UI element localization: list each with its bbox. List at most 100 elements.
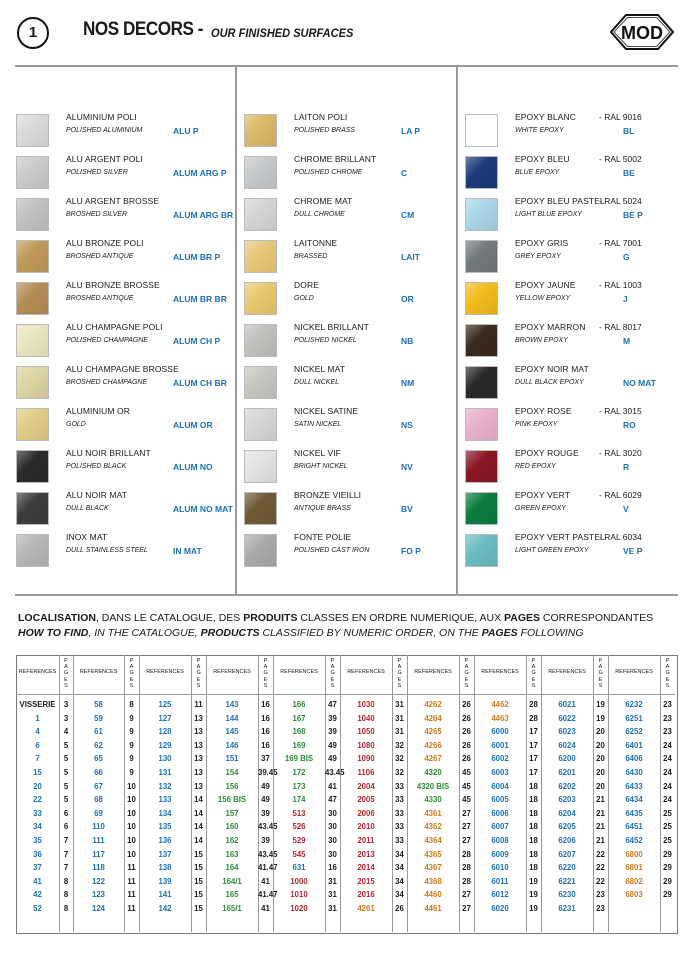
finish-ral: - RAL 6034: [599, 532, 642, 542]
page-cell: 20: [596, 768, 605, 777]
pages-column: P A G E S 26 26 26 26 26 45 45 45 27 27 27 28 28 28 27 2…: [459, 655, 474, 932]
page-cell: 33: [395, 822, 404, 832]
page-cell: 39: [328, 713, 337, 723]
reference-cell: 4365: [424, 849, 442, 859]
reference-cell: 4368: [424, 876, 442, 886]
page-cell: 7: [63, 863, 69, 873]
finish-item: LAITON POLI POLISHED BRASS LA P: [244, 108, 454, 150]
column-line: [459, 655, 460, 932]
page-cell: 22: [596, 876, 605, 886]
page-cell: 41.47: [258, 863, 278, 873]
page-cell: 16: [261, 713, 270, 723]
page-cell: 11: [127, 863, 136, 873]
reference-cell: 174: [292, 795, 306, 805]
reference-cell: 125: [158, 700, 172, 709]
reference-cell: 2016: [357, 890, 375, 900]
finish-item: ALUMINIUM POLI POLISHED ALUMINIUM ALU P: [16, 108, 231, 150]
finish-ral: - RAL 7001: [599, 238, 642, 248]
page-cell: 18: [529, 863, 538, 873]
reference-cell: 6001: [491, 740, 509, 750]
reference-cell: 6: [35, 740, 40, 750]
pages-header: P A G E S: [459, 655, 474, 695]
finish-item: ALU NOIR MAT DULL BLACK ALUM NO MAT: [16, 486, 233, 528]
page-cell: 39: [328, 727, 337, 737]
finish-swatch: [465, 450, 498, 483]
finish-item: LAITONNE BRASSED LAIT: [244, 234, 454, 276]
page-cell: 31: [328, 890, 337, 900]
reference-cell: 164: [225, 863, 239, 873]
reference-cell: 4265: [424, 727, 442, 737]
column-line: [340, 655, 341, 932]
finish-name-en: YELLOW EPOXY: [515, 295, 571, 302]
reference-cell: 6012: [491, 890, 509, 900]
page-cell: 13: [194, 713, 203, 723]
column-line: [258, 655, 259, 932]
reference-cell: 6452: [625, 836, 643, 845]
pages-header: P A G E S: [325, 655, 340, 695]
finish-code: ALUM ARG P: [173, 168, 227, 178]
page-cell: 11: [194, 700, 203, 709]
finish-name: ALU CHAMPAGNE BROSSE: [66, 364, 179, 374]
page-cell: 39: [261, 836, 270, 845]
finish-name-en: WHITE EPOXY: [515, 127, 564, 134]
reference-cell: 117: [92, 849, 105, 859]
reference-cell: 167: [292, 713, 306, 723]
finish-swatch: [465, 198, 498, 231]
finish-name-en: GOLD: [294, 295, 314, 302]
references-column: REFERENCES 6232 6251 6252 6401 6406 6430 6433 64…: [608, 655, 660, 932]
page-cell: 31: [328, 904, 337, 913]
finish-code: ALU P: [173, 126, 199, 136]
reference-cell: 36: [33, 849, 42, 859]
finish-name: EPOXY MARRON: [515, 322, 586, 332]
finish-name-en: BROSHED SILVER: [66, 211, 128, 218]
reference-cell: 6003: [491, 768, 509, 777]
finish-swatch: [16, 408, 49, 441]
column-line: [474, 655, 475, 932]
finish-code: BE: [623, 168, 635, 178]
page-cell: 6: [63, 822, 69, 832]
reference-cell: 6401: [625, 740, 643, 750]
finish-code: NS: [401, 420, 413, 430]
reference-cell: 6252: [625, 727, 643, 737]
reference-cell: 4261: [357, 904, 375, 913]
reference-cell: 6205: [558, 822, 576, 832]
page-cell: 18: [529, 781, 538, 791]
references-column: REFERENCES 166 167 168 169 169 BIS 172 173 174 51…: [273, 655, 325, 932]
column-line: [608, 655, 609, 932]
finish-item: EPOXY VERT PASTEL LIGHT GREEN EPOXY - RAL …: [465, 528, 680, 570]
reference-cell: 37: [33, 863, 42, 873]
pages-header-label: P A G E S: [263, 658, 268, 689]
pages-column: P A G E S 8 9 9 9 9 9 10 10 10 10 10 10 11 11 11 11: [124, 655, 139, 932]
finish-code: RO: [623, 420, 636, 430]
page-cell: 45: [462, 768, 471, 777]
page-cell: 30: [328, 822, 337, 832]
page-cell: 34: [395, 849, 404, 859]
finishes-column-1: ALUMINIUM POLI POLISHED ALUMINIUM ALU P ALU…: [16, 66, 233, 594]
page-cell: 8: [63, 904, 69, 913]
reference-cell: 156 BIS: [217, 795, 247, 805]
reference-cell: 2004: [357, 781, 375, 791]
reference-cell: 513: [292, 808, 306, 818]
finish-name: EPOXY ROSE: [515, 406, 572, 416]
reference-cell: 173: [292, 781, 306, 791]
finish-code: NB: [401, 336, 414, 346]
page-cell: 17: [529, 754, 538, 764]
finish-code: OR: [401, 294, 414, 304]
page-cell: 25: [663, 836, 672, 845]
page-cell: 18: [529, 808, 538, 818]
page-cell: 26: [462, 713, 471, 723]
page-cell: 7: [63, 836, 69, 845]
finish-name: EPOXY BLEU PASTEL: [515, 196, 605, 206]
page-cell: 3: [63, 700, 69, 709]
finish-code: V: [623, 504, 629, 514]
reference-cell: 6251: [625, 713, 643, 723]
finish-name: BRONZE VIEILLI: [294, 490, 362, 500]
finish-code: ALUM NO MAT: [173, 504, 233, 514]
reference-cell: 6435: [625, 808, 643, 818]
finish-code: ALUM NO: [173, 462, 213, 472]
finish-name-en: BLUE EPOXY: [515, 169, 560, 176]
page-cell: 27: [462, 890, 471, 900]
page-cell: 41: [261, 876, 270, 886]
header-divider: [15, 65, 678, 67]
reference-cell: 4364: [424, 836, 442, 845]
